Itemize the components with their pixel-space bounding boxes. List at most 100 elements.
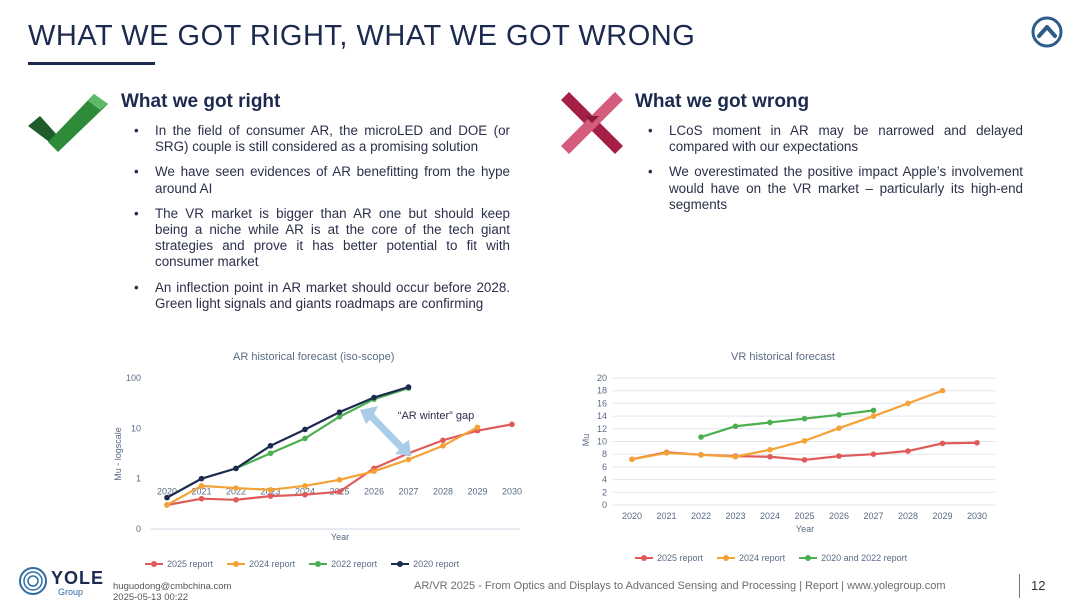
vr-x-axis-label: Year <box>796 524 814 534</box>
vr-y-tick-label: 0 <box>602 500 607 510</box>
ar-data-point <box>198 483 205 489</box>
ar-legend-swatch <box>145 561 163 567</box>
yole-logo-text: YOLE <box>51 568 105 588</box>
ar-data-point <box>302 483 308 489</box>
vr-data-point <box>870 413 877 419</box>
ar-y-axis-label: Mu - logscale <box>113 427 123 481</box>
ar-data-point <box>474 424 481 431</box>
right-bullet: We have seen evidences of AR benefitting… <box>127 164 510 196</box>
ar-data-point <box>405 456 412 463</box>
yole-logo-sub: Group <box>58 587 84 597</box>
title-underline <box>28 62 155 65</box>
vr-series-line <box>700 409 874 439</box>
vr-y-tick-label: 2 <box>602 487 607 497</box>
ar-data-point <box>164 494 170 501</box>
vr-x-tick-label: 2027 <box>863 511 883 521</box>
vr-data-point <box>974 439 980 446</box>
ar-gap-arrow <box>360 406 411 456</box>
ar-legend-item: 2022 report <box>309 559 377 569</box>
vr-data-point <box>801 457 808 463</box>
footer-email: huguodong@cmbchina.com <box>113 581 232 592</box>
ar-x-tick-label: 2024 <box>295 487 315 497</box>
ar-legend-item: 2024 report <box>227 559 295 569</box>
vr-data-point <box>836 412 842 418</box>
ar-data-point <box>198 475 205 482</box>
ar-data-point <box>336 413 343 420</box>
right-bullet: In the field of consumer AR, the microLE… <box>127 123 510 155</box>
ar-x-axis-label: Year <box>331 532 349 542</box>
vr-y-tick-label: 14 <box>597 411 607 421</box>
checkmark-icon <box>28 94 108 152</box>
ar-x-tick-label: 2022 <box>226 487 246 497</box>
vr-y-tick-label: 8 <box>602 449 607 459</box>
vr-data-point <box>801 438 808 444</box>
ar-legend-item: 2020 report <box>391 559 459 569</box>
footer-divider <box>1019 574 1020 598</box>
ar-legend-item: 2025 report <box>145 559 213 569</box>
ar-x-tick-label: 2020 <box>157 487 177 497</box>
ar-data-point <box>440 437 446 444</box>
vr-data-point <box>629 456 635 463</box>
vr-data-point <box>767 419 773 426</box>
vr-y-tick-label: 10 <box>597 437 607 447</box>
vr-chart-legend: 2025 report 2024 report 2020 and 2022 repo… <box>635 553 921 563</box>
vr-data-point <box>663 450 670 456</box>
vr-legend-swatch <box>717 555 736 561</box>
right-heading: What we got right <box>121 91 281 112</box>
vr-x-tick-label: 2030 <box>967 511 987 521</box>
ar-data-point <box>302 435 308 442</box>
vr-y-tick-label: 16 <box>597 398 607 408</box>
vr-legend-label: 2024 report <box>739 553 786 563</box>
ar-x-tick-label: 2030 <box>502 487 522 497</box>
vr-legend-item: 2025 report <box>635 553 703 563</box>
vr-y-tick-label: 18 <box>597 386 607 396</box>
ar-data-point <box>164 502 170 508</box>
ar-x-tick-label: 2029 <box>467 487 487 497</box>
ar-data-point <box>371 468 377 475</box>
up-arrow-icon[interactable] <box>1031 16 1063 48</box>
ar-data-point <box>336 409 343 415</box>
wrong-bullet: We overestimated the positive impact App… <box>641 164 1023 213</box>
vr-data-point <box>732 423 739 430</box>
ar-data-point <box>509 421 515 428</box>
ar-series-line <box>166 426 479 506</box>
vr-data-point <box>767 446 773 453</box>
vr-x-tick-label: 2023 <box>725 511 745 521</box>
ar-legend-label: 2022 report <box>331 559 378 569</box>
vr-data-point <box>732 453 739 460</box>
ar-data-point <box>302 491 308 498</box>
wrong-bullet: LCoS moment in AR may be narrowed and de… <box>641 123 1023 155</box>
vr-data-point <box>939 440 946 447</box>
vr-y-tick-label: 6 <box>602 462 607 472</box>
vr-x-tick-label: 2026 <box>829 511 849 521</box>
ar-forecast-chart: 0110100202020212022202320242025202620272… <box>113 373 522 542</box>
page-title: WHAT WE GOT RIGHT, WHAT WE GOT WRONG <box>28 20 696 52</box>
vr-data-point <box>801 415 808 422</box>
ar-data-point <box>405 384 412 390</box>
ar-gap-arrow-shape <box>360 406 411 456</box>
right-bullet-list: In the field of consumer AR, the microLE… <box>127 123 510 321</box>
vr-data-point <box>836 453 842 459</box>
vr-y-tick-label: 20 <box>597 373 607 383</box>
footer-citation: AR/VR 2025 - From Optics and Displays to… <box>414 580 946 592</box>
right-bullet: The VR market is bigger than AR one but … <box>127 206 510 271</box>
ar-y-tick-label: 1 <box>136 474 141 484</box>
ar-data-point <box>336 476 343 483</box>
ar-legend-label: 2025 report <box>167 559 214 569</box>
ar-legend-swatch <box>309 561 328 567</box>
vr-x-tick-label: 2022 <box>691 511 711 521</box>
ar-x-tick-label: 2026 <box>364 487 384 497</box>
vr-data-point <box>836 425 842 431</box>
footer-timestamp: 2025-05-13 00:22 <box>113 592 189 603</box>
ar-legend-swatch <box>227 561 246 567</box>
ar-y-tick-label: 0 <box>136 524 141 534</box>
ar-y-tick-label: 100 <box>126 373 141 383</box>
ar-legend-label: 2020 report <box>413 559 460 569</box>
vr-data-point <box>698 434 704 440</box>
ar-data-point <box>267 450 274 457</box>
vr-y-axis-label: Mu <box>581 434 591 447</box>
ar-legend-swatch <box>391 561 410 567</box>
ar-x-tick-label: 2027 <box>398 487 418 497</box>
vr-data-point <box>905 448 911 454</box>
vr-legend-label: 2025 report <box>657 553 704 563</box>
